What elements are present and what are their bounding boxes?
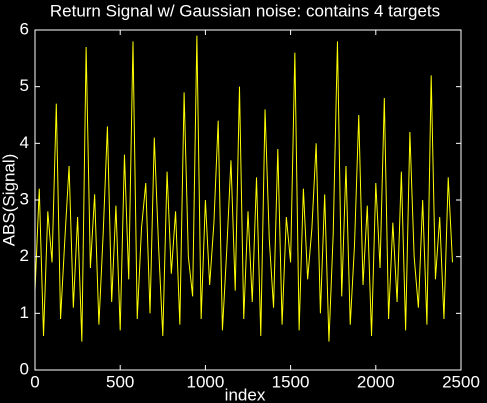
chart-title: Return Signal w/ Gaussian noise: contain… xyxy=(50,1,440,20)
x-tick-label: 500 xyxy=(106,372,134,391)
x-tick-label: 2500 xyxy=(442,372,480,391)
y-tick-label: 0 xyxy=(20,359,29,378)
y-tick-label: 3 xyxy=(20,189,29,208)
y-tick-label: 1 xyxy=(20,303,29,322)
x-tick-label: 1500 xyxy=(272,372,310,391)
x-tick-label: 1000 xyxy=(186,372,224,391)
y-tick-label: 5 xyxy=(20,76,29,95)
x-tick-label: 2000 xyxy=(357,372,395,391)
y-tick-label: 4 xyxy=(20,133,29,152)
x-tick-label: 0 xyxy=(30,372,39,391)
signal-line xyxy=(34,35,453,342)
y-tick-label: 6 xyxy=(20,19,29,38)
x-axis-label: index xyxy=(225,385,266,403)
y-tick-label: 2 xyxy=(20,246,29,265)
y-axis-label: ABS(Signal) xyxy=(0,154,18,247)
